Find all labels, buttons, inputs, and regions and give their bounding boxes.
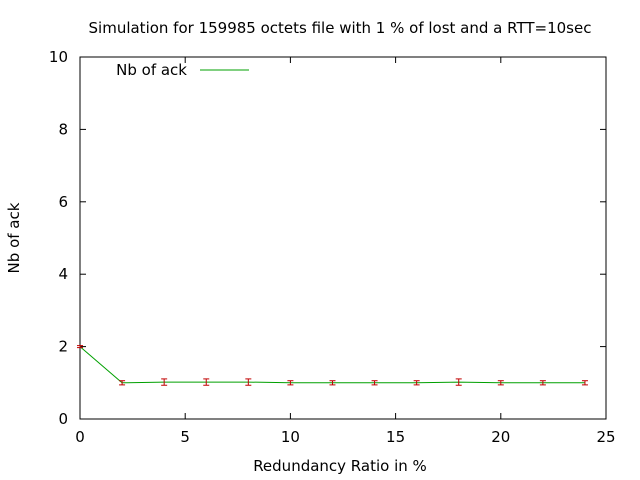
- y-axis-label: Nb of ack: [5, 202, 23, 273]
- data-point: [77, 345, 83, 349]
- x-tick-label: 0: [75, 428, 85, 446]
- plot-frame: [79, 56, 607, 420]
- y-tick-label: 4: [58, 265, 68, 283]
- data-point: [455, 378, 462, 386]
- chart-title: Simulation for 159985 octets file with 1…: [89, 19, 592, 37]
- x-tick-label: 5: [180, 428, 190, 446]
- y-axis: 0 2 4 6 8 10: [49, 48, 606, 428]
- x-tick-label: 15: [386, 428, 405, 446]
- x-tick-label: 10: [281, 428, 300, 446]
- legend-label: Nb of ack: [116, 61, 187, 79]
- y-tick-label: 6: [58, 193, 68, 211]
- y-tick-label: 2: [58, 338, 68, 356]
- x-axis: 0 5 10 15 20 25: [75, 57, 616, 446]
- x-tick-label: 25: [596, 428, 615, 446]
- data-point: [245, 378, 252, 386]
- x-axis-label: Redundancy Ratio in %: [253, 457, 427, 475]
- series-line: [79, 346, 585, 384]
- data-point: [371, 380, 378, 386]
- legend: Nb of ack: [116, 61, 249, 79]
- data-point: [581, 380, 588, 386]
- x-tick-label: 20: [491, 428, 510, 446]
- data-point: [329, 380, 336, 386]
- y-tick-label: 10: [49, 48, 68, 66]
- data-point: [539, 380, 546, 386]
- data-point: [161, 378, 168, 386]
- y-tick-label: 8: [58, 120, 68, 138]
- series-layer: [77, 345, 588, 386]
- data-point: [287, 380, 294, 386]
- data-point: [119, 380, 126, 386]
- y-tick-label: 0: [58, 410, 68, 428]
- data-point: [203, 378, 210, 386]
- data-point: [497, 380, 504, 386]
- data-point: [413, 380, 420, 386]
